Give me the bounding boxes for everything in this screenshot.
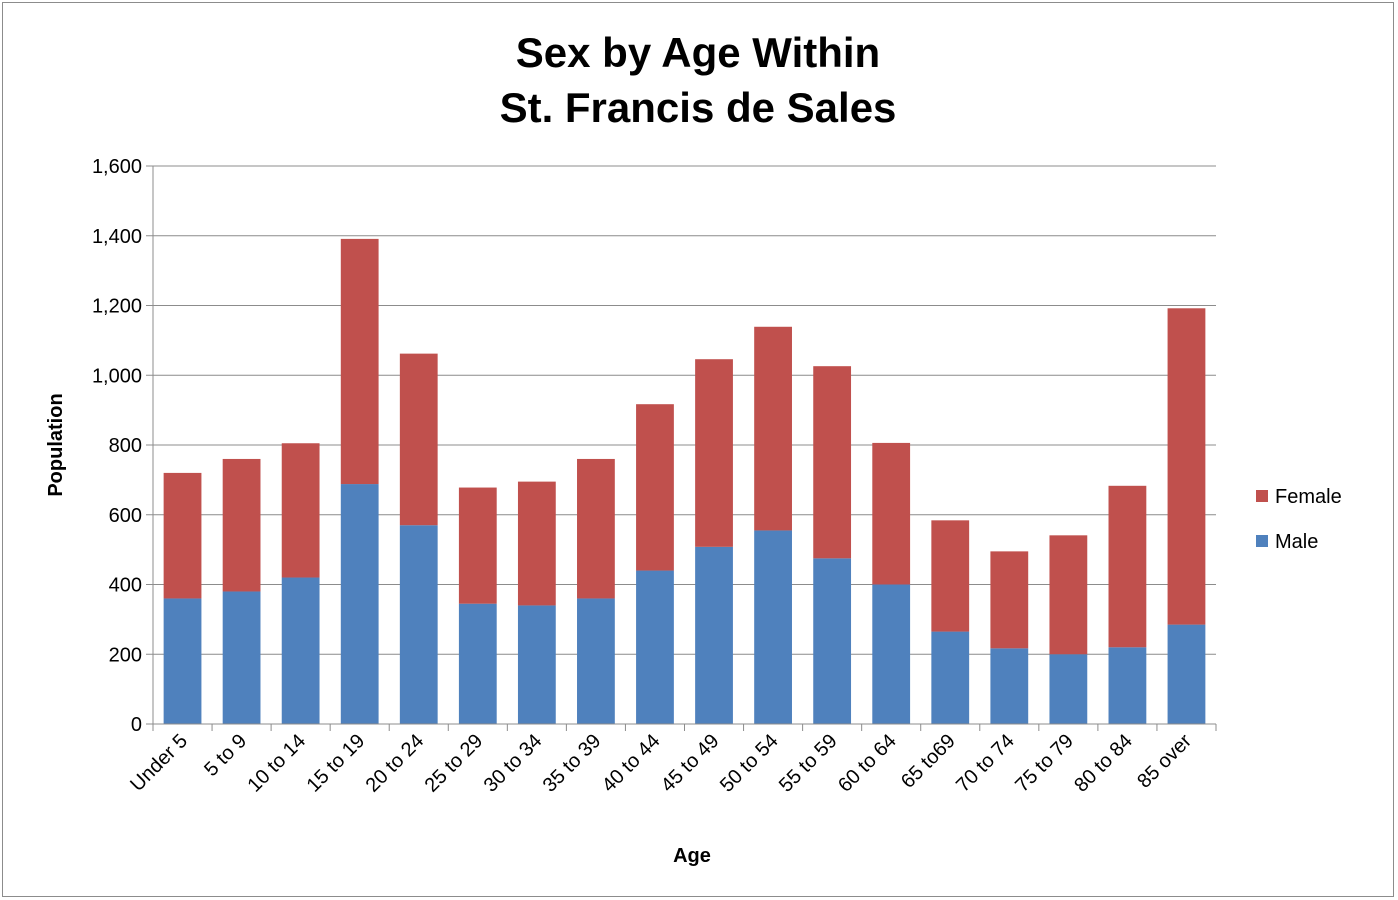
y-tick-label: 600 xyxy=(109,505,142,527)
y-tick-labels: 0 200 400 600 800 1,000 1,200 1,400 1,600 xyxy=(92,156,142,736)
bar-male xyxy=(636,570,674,724)
chart-title-line-1: Sex by Age Within xyxy=(516,29,880,76)
legend: Female Male xyxy=(1256,486,1342,553)
bar-female xyxy=(636,404,674,571)
bar-male xyxy=(1108,647,1147,724)
bar-female xyxy=(754,326,792,531)
bar-female xyxy=(872,442,911,585)
bar-female xyxy=(222,458,261,592)
x-tick-label: 15 to 19 xyxy=(303,730,370,797)
bar-male xyxy=(458,603,497,724)
x-tick-label: Under 5 xyxy=(126,730,192,796)
x-axis-title: Age xyxy=(673,845,711,867)
y-tick-label: 200 xyxy=(109,644,142,666)
bar-male xyxy=(1049,654,1088,724)
y-tick-label: 400 xyxy=(109,575,142,597)
y-tick-label: 1,000 xyxy=(92,365,142,387)
y-axis-title: Population xyxy=(45,393,67,496)
axes xyxy=(152,166,1217,731)
bar-female xyxy=(458,487,497,604)
x-tick-label: 45 to 49 xyxy=(657,730,724,797)
x-tick-label: 55 to 59 xyxy=(775,730,842,797)
bar-female xyxy=(577,458,615,599)
legend-label-female: Female xyxy=(1275,486,1342,508)
bar-female xyxy=(695,359,733,547)
x-tick-label: 75 to 79 xyxy=(1011,730,1078,797)
y-tick-label: 1,200 xyxy=(92,296,142,318)
bar-male xyxy=(222,591,261,724)
bar-female xyxy=(1049,535,1088,655)
y-tick-label: 1,400 xyxy=(92,226,142,248)
x-tick-label: 60 to 64 xyxy=(834,730,901,797)
bar-female xyxy=(1167,308,1206,625)
bar-male xyxy=(577,598,615,724)
bar-male xyxy=(1167,624,1206,724)
bar-male xyxy=(163,598,202,724)
bar-female xyxy=(931,520,970,632)
bar-male xyxy=(931,631,970,724)
x-tick-label: 30 to 34 xyxy=(480,730,547,797)
bar-female xyxy=(399,353,438,526)
x-tick-label: 25 to 29 xyxy=(421,730,488,797)
x-tick-label: 20 to 24 xyxy=(362,730,429,797)
bar-male xyxy=(340,484,379,724)
bar-male xyxy=(754,530,792,724)
x-tick-label: 5 to 9 xyxy=(200,730,251,781)
bar-female xyxy=(281,443,320,578)
bars xyxy=(163,238,1206,724)
x-tick-label: 85 over xyxy=(1133,730,1196,793)
bar-female xyxy=(340,238,379,485)
bar-male xyxy=(695,546,733,724)
gridlines xyxy=(146,165,1216,725)
bar-female xyxy=(813,366,852,559)
bar-male xyxy=(872,584,911,724)
y-tick-label: 1,600 xyxy=(92,156,142,178)
chart-title-line-2: St. Francis de Sales xyxy=(500,84,897,131)
bar-female xyxy=(1108,485,1147,648)
bar-female xyxy=(990,551,1029,649)
bar-female xyxy=(517,481,556,606)
bar-male xyxy=(399,525,438,724)
x-tick-label: 50 to 54 xyxy=(716,730,783,797)
bar-male xyxy=(517,605,556,724)
x-tick-label: 70 to 74 xyxy=(952,730,1019,797)
legend-swatch-male xyxy=(1256,535,1268,547)
y-tick-label: 800 xyxy=(109,435,142,457)
bar-male xyxy=(813,558,852,724)
bar-male xyxy=(990,648,1029,724)
x-tick-label: 65 to69 xyxy=(897,730,960,793)
legend-label-male: Male xyxy=(1275,531,1318,553)
bar-female xyxy=(163,472,202,599)
x-tick-label: 35 to 39 xyxy=(539,730,606,797)
x-tick-label: 80 to 84 xyxy=(1070,730,1137,797)
bar-male xyxy=(281,577,320,724)
legend-swatch-female xyxy=(1256,490,1268,502)
y-tick-label: 0 xyxy=(131,714,142,736)
x-tick-label: 10 to 14 xyxy=(243,730,310,797)
x-tick-label: 40 to 44 xyxy=(598,730,665,797)
